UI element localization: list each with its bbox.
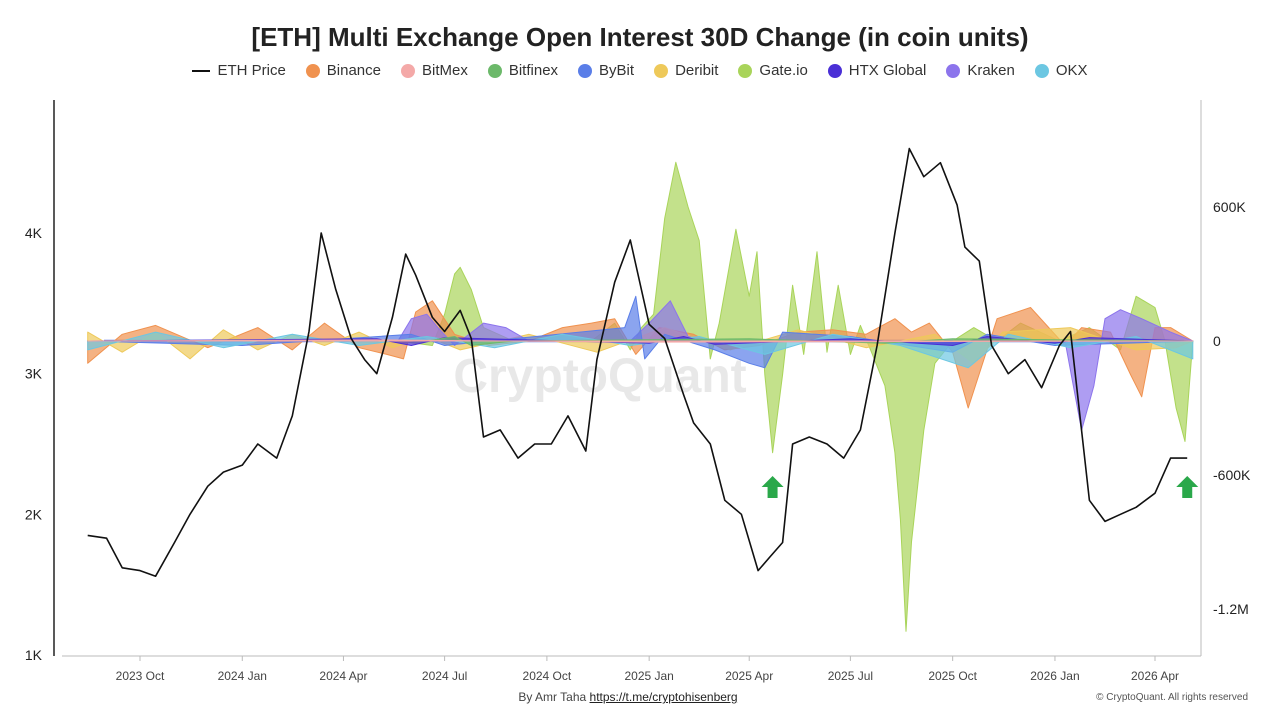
x-tick-label: 2025 Jan: [624, 669, 673, 683]
legend-item-bitmex[interactable]: BitMex: [401, 62, 468, 79]
legend-label: Gate.io: [759, 62, 808, 79]
y-right-tick-label: -1.2M: [1213, 601, 1249, 617]
legend-swatch: [305, 63, 320, 78]
y-left-tick-label: 3K: [25, 366, 43, 382]
legend-label: ByBit: [599, 62, 635, 79]
y-left-tick-label: 2K: [25, 506, 43, 522]
series-area-bybit: [87, 295, 1194, 369]
watermark: CryptoQuant: [453, 350, 746, 403]
up-arrow-icon: [1176, 476, 1199, 498]
y-right-tick-label: -600K: [1213, 467, 1251, 483]
legend-label: HTX Global: [848, 62, 927, 79]
x-tick-label: 2025 Oct: [928, 669, 977, 683]
y-right-tick-label: 0: [1213, 333, 1221, 349]
footer-credit: By Amr Taha https://t.me/cryptohisenberg: [0, 690, 1256, 704]
legend-label: Kraken: [967, 62, 1015, 79]
legend-swatch: [487, 63, 502, 78]
legend-swatch: [578, 63, 593, 78]
x-tick-label: 2024 Apr: [319, 669, 367, 683]
legend-item-htx-global[interactable]: HTX Global: [827, 62, 927, 79]
up-arrow-icon: [761, 476, 784, 498]
chart-legend: ETH Price Binance BitMex Bitfinex ByBit Derib…: [0, 62, 1280, 79]
legend-item-deribit[interactable]: Deribit: [654, 62, 718, 79]
x-tick-label: 2023 Oct: [116, 669, 165, 683]
footer-copyright: © CryptoQuant. All rights reserved: [1096, 692, 1248, 703]
footer-author: By Amr Taha: [518, 690, 587, 704]
legend-item-bitfinex[interactable]: Bitfinex: [487, 62, 559, 79]
legend-label: Deribit: [675, 62, 719, 79]
legend-label: Bitfinex: [508, 62, 559, 79]
x-tick-label: 2026 Jan: [1030, 669, 1079, 683]
x-tick-label: 2024 Oct: [523, 669, 572, 683]
eth-price-line: [87, 147, 1188, 577]
legend-item-binance[interactable]: Binance: [305, 62, 381, 79]
legend-swatch: [827, 63, 842, 78]
y-left-tick-label: 1K: [25, 647, 43, 663]
x-tick-label: 2025 Jul: [828, 669, 873, 683]
legend-swatch: [738, 63, 753, 78]
x-tick-label: 2024 Jul: [422, 669, 467, 683]
legend-swatch: [192, 69, 211, 72]
x-tick-label: 2025 Apr: [725, 669, 773, 683]
series-area-bitmex: [87, 339, 1194, 343]
y-left-tick-label: 4K: [25, 225, 43, 241]
legend-swatch: [946, 63, 961, 78]
legend-item-okx[interactable]: OKX: [1034, 62, 1088, 79]
legend-swatch: [1034, 63, 1049, 78]
legend-swatch: [401, 63, 415, 78]
legend-item-bybit[interactable]: ByBit: [578, 62, 634, 79]
legend-item-eth-price[interactable]: ETH Price: [192, 62, 286, 79]
legend-label: OKX: [1055, 62, 1088, 79]
series-area-kraken: [87, 300, 1194, 431]
legend-item-gate-io[interactable]: Gate.io: [738, 62, 808, 79]
series-area-deribit: [87, 327, 1194, 364]
legend-label: ETH Price: [217, 62, 286, 79]
chart-title: [ETH] Multi Exchange Open Interest 30D C…: [251, 22, 1029, 52]
legend-item-kraken[interactable]: Kraken: [946, 62, 1015, 79]
legend-label: Binance: [326, 62, 381, 79]
legend-swatch: [654, 63, 669, 78]
x-tick-label: 2024 Jan: [218, 669, 267, 683]
legend-label: BitMex: [422, 62, 468, 79]
x-tick-label: 2026 Apr: [1131, 669, 1179, 683]
footer-link[interactable]: https://t.me/cryptohisenberg: [589, 690, 738, 704]
y-right-tick-label: 600K: [1213, 199, 1246, 215]
